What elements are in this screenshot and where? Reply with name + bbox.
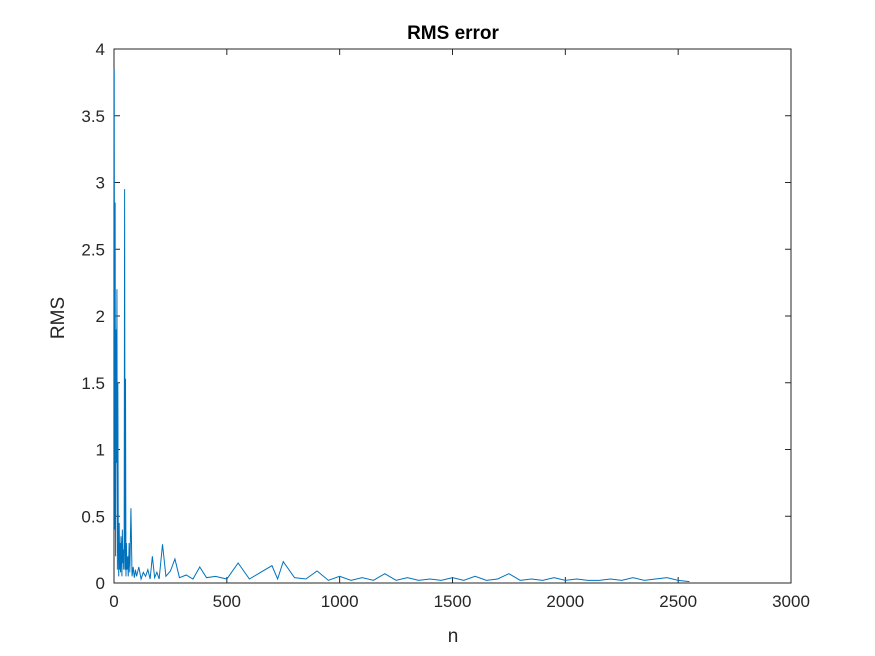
y-tick-label: 1.5 — [81, 374, 105, 393]
chart-title: RMS error — [407, 23, 499, 44]
y-tick-label: 0 — [96, 574, 105, 593]
y-tick-label: 2.5 — [81, 240, 105, 259]
y-tick-label: 1 — [96, 441, 105, 460]
x-tick-label: 2000 — [546, 592, 584, 611]
axes-box — [113, 48, 792, 584]
plot-area: 0 500 1000 1500 2000 2500 3000 0 0.5 1 1.5 2 2.5 3 3.5… — [81, 40, 810, 611]
x-tick-label: 1500 — [434, 592, 472, 611]
y-tick-label: 3.5 — [81, 107, 105, 126]
y-axis-label: RMS — [48, 297, 69, 339]
x-tick-label: 2500 — [659, 592, 697, 611]
x-tick-label: 1000 — [321, 592, 359, 611]
y-tick-label: 0.5 — [81, 507, 105, 526]
y-tick-label: 2 — [96, 307, 105, 326]
x-axis-label: n — [448, 626, 459, 647]
rms-series-line — [113, 69, 690, 583]
y-tick-label: 4 — [96, 40, 105, 59]
x-tick-label: 3000 — [772, 592, 810, 611]
y-tick-label: 3 — [96, 174, 105, 193]
x-tick-label: 0 — [109, 592, 118, 611]
x-tick-label: 500 — [213, 592, 241, 611]
